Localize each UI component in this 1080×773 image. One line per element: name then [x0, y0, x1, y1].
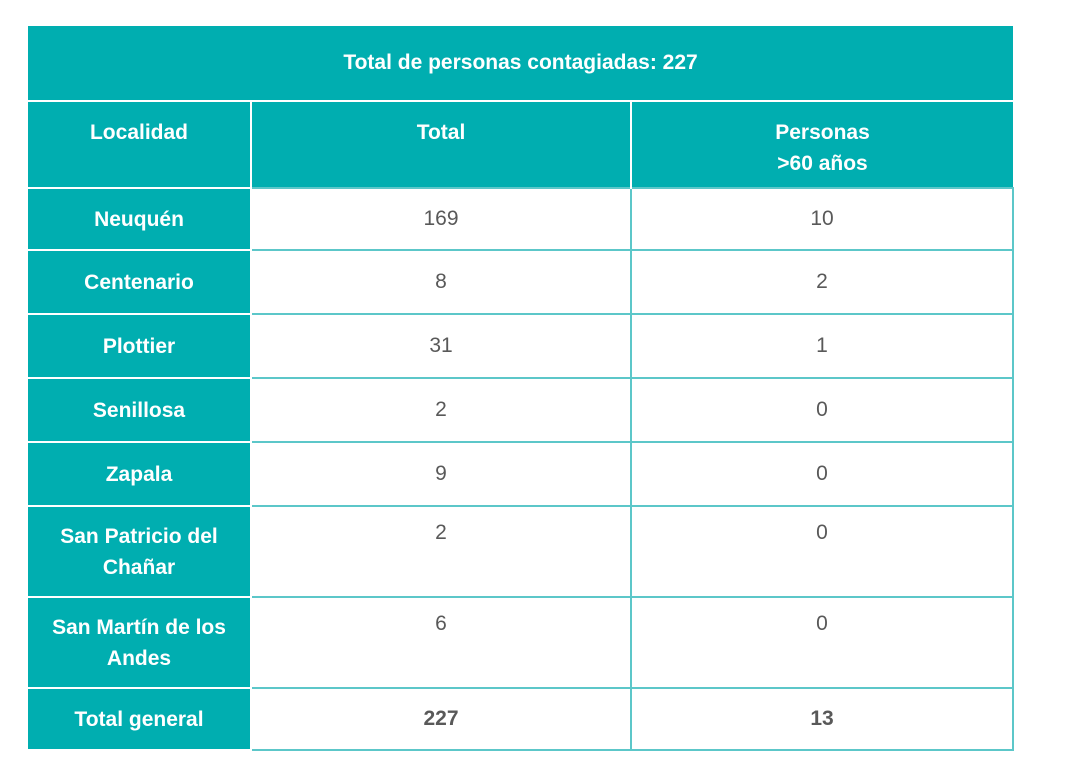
- localidad-line2: Andes: [106, 646, 172, 670]
- localidad-line1: San Martín de los: [52, 615, 226, 639]
- localidad-cell: Centenario: [28, 249, 252, 315]
- header-localidad: Localidad: [28, 101, 252, 188]
- mayores-cell: 10: [629, 187, 1015, 251]
- table-header-row: Localidad Total Personas >60 años: [28, 101, 1014, 188]
- table-row: San Martín de los Andes 6 0: [28, 596, 1015, 689]
- cases-table-container: Total de personas contagiadas: 227 Local…: [28, 26, 1015, 751]
- table-row: Zapala 9 0: [28, 441, 1015, 507]
- table-total-row: Total general 227 13: [28, 687, 1015, 751]
- total-general-total: 227: [250, 687, 632, 751]
- table-row: San Patricio del Chañar 2 0: [28, 505, 1015, 598]
- mayores-cell: 2: [629, 249, 1015, 315]
- localidad-line2: Chañar: [102, 555, 176, 579]
- header-localidad-label: Localidad: [89, 121, 189, 144]
- mayores-cell: 0: [629, 377, 1015, 443]
- total-cell: 2: [250, 377, 632, 443]
- table-row: Neuquén 169 10: [28, 187, 1015, 251]
- table-title-row: Total de personas contagiadas: 227: [28, 26, 1014, 102]
- total-cell: 2: [250, 505, 632, 598]
- header-mayores-line1: Personas: [775, 121, 870, 144]
- mayores-cell: 0: [629, 441, 1015, 507]
- total-cell: 9: [250, 441, 632, 507]
- total-general-label: Total general: [28, 687, 252, 751]
- total-cell: 169: [250, 187, 632, 251]
- table-title: Total de personas contagiadas: 227: [28, 26, 1014, 102]
- total-cell: 31: [250, 313, 632, 379]
- total-cell: 8: [250, 249, 632, 315]
- header-total: Total: [251, 101, 632, 188]
- localidad-cell: Plottier: [28, 313, 252, 379]
- header-total-label: Total: [416, 121, 466, 144]
- mayores-cell: 0: [629, 505, 1015, 598]
- header-mayores: Personas >60 años: [631, 101, 1014, 188]
- localidad-cell: Senillosa: [28, 377, 252, 443]
- total-general-mayores: 13: [629, 687, 1015, 751]
- cases-table: Total de personas contagiadas: 227 Local…: [28, 26, 1015, 751]
- table-row: Centenario 8 2: [28, 249, 1015, 315]
- localidad-cell: Neuquén: [28, 187, 252, 251]
- table-row: Plottier 31 1: [28, 313, 1015, 379]
- localidad-cell: San Martín de los Andes: [28, 596, 252, 689]
- localidad-cell: Zapala: [28, 441, 252, 507]
- mayores-cell: 0: [629, 596, 1015, 689]
- mayores-cell: 1: [629, 313, 1015, 379]
- total-cell: 6: [250, 596, 632, 689]
- table-row: Senillosa 2 0: [28, 377, 1015, 443]
- localidad-cell: San Patricio del Chañar: [28, 505, 252, 598]
- localidad-line1: San Patricio del: [60, 524, 218, 548]
- header-mayores-line2: >60 años: [777, 152, 868, 175]
